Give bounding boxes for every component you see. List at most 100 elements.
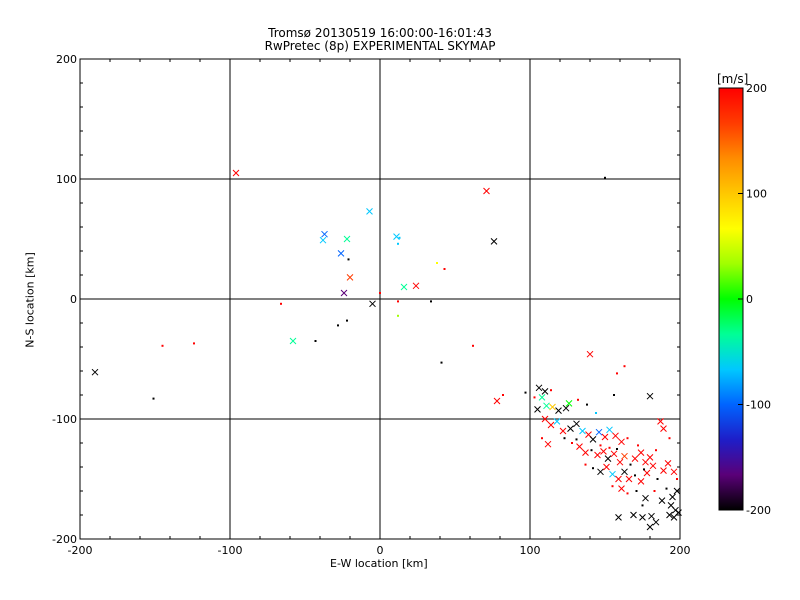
data-point-dot [533,396,536,399]
data-point-cross [646,454,654,461]
data-point-cross [553,418,561,425]
y-tick-label: 100 [56,173,77,186]
data-point-dot [280,302,282,305]
data-point-cross [343,235,351,243]
data-point-cross [606,426,613,434]
colorbar-tick-label: 100 [746,188,767,201]
data-points [91,169,682,531]
colorbar-tick-label: -100 [746,399,771,412]
data-point-cross [618,438,625,446]
data-point-dot [676,478,678,480]
data-point-cross [658,497,666,504]
data-point-cross [562,404,570,412]
data-point-cross [541,388,549,395]
data-point-cross [637,478,645,485]
x-tick-label: 0 [377,544,384,557]
data-point-dot [443,268,446,270]
data-point-cross [337,250,345,257]
data-point-cross [547,421,555,429]
x-tick-label: -100 [218,544,243,557]
data-point-cross [603,463,610,471]
data-point-cross [582,449,589,456]
colorbar-tick-label: 200 [746,82,767,95]
data-point-cross [576,443,583,450]
data-point-dot [590,449,593,452]
data-point-dot [550,389,552,392]
data-point-dot [641,504,644,507]
data-point-cross [597,468,604,476]
data-point-cross [565,400,573,407]
data-point-dot [541,437,543,440]
data-point-cross [549,403,556,411]
data-point-dot [635,490,638,492]
data-point-dot [656,478,659,480]
data-point-cross [600,448,607,455]
data-point-dot [584,463,587,466]
data-point-cross [642,494,649,502]
data-point-dot [616,448,618,450]
data-point-cross [595,428,603,436]
data-point-dot [643,468,645,471]
colorbar-label: [m/s] [717,72,749,86]
data-point-dot [616,372,618,375]
data-point-dot [379,292,381,294]
data-point-cross [643,469,651,477]
data-point-cross [589,436,597,443]
data-point-cross [615,475,622,483]
data-point-cross [639,514,646,521]
data-point-cross [621,468,628,476]
data-point-cross [579,427,586,435]
data-point-dot [347,258,350,261]
data-point-cross [573,420,580,428]
data-point-cross [657,418,664,425]
data-point-dot [436,262,438,264]
data-point-cross [369,300,376,308]
data-point-cross [609,470,616,478]
grid [80,59,680,539]
data-point-cross [541,415,549,423]
x-tick-label: 200 [670,544,691,557]
data-point-cross [289,337,297,345]
colorbar-tick-label: -200 [746,504,771,517]
data-point-dot [472,344,474,347]
data-point-dot [626,437,629,440]
data-point-cross [601,433,609,441]
data-point-dot [637,444,639,447]
data-point-cross [637,449,645,456]
data-point-cross [544,440,552,448]
data-point-cross [670,468,678,476]
data-point-dot [575,438,578,441]
data-point-cross [615,514,622,521]
data-point-dot [629,463,632,466]
data-point-dot [563,437,566,440]
data-point-dot [586,403,588,406]
data-point-dot [152,397,155,400]
data-point-cross [534,406,541,413]
data-point-dot [524,391,527,394]
data-point-cross [604,455,612,462]
colorbar: 200 100 0 -100 -200 [718,82,771,517]
data-point-dot [668,437,671,440]
y-tick-label: -200 [52,533,77,546]
data-point-cross [567,425,574,432]
data-point-cross [400,283,408,291]
data-point-cross [660,467,667,474]
data-point-dot [623,365,626,368]
data-point-cross [616,458,624,466]
data-point-cross [648,512,655,520]
data-point-cross [646,523,654,531]
data-point-cross [538,394,546,401]
data-point-cross [621,452,628,460]
data-point-cross [319,236,327,244]
data-point-cross [594,451,601,459]
x-axis-label: E-W location [km] [330,557,428,570]
data-point-cross [483,187,490,195]
data-point-cross [631,455,639,462]
data-point-dot [397,314,399,317]
data-point-dot [604,176,606,179]
data-point-cross [610,450,618,458]
data-point-cross [664,460,672,467]
data-point-cross [493,397,501,405]
data-point-cross [670,514,678,521]
data-point-cross [652,518,660,526]
